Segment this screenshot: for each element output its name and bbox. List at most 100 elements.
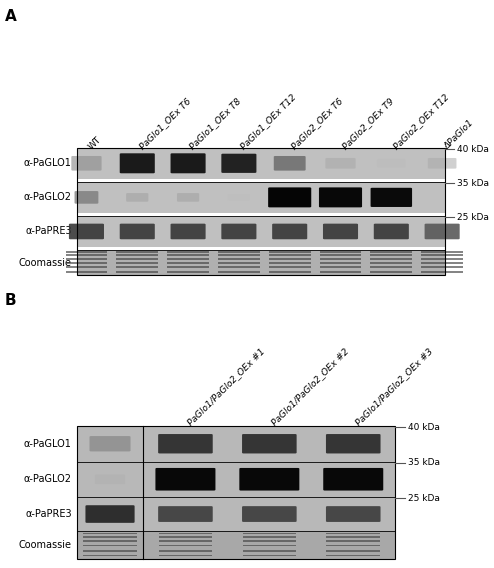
Text: PaGlo2_OEx T9: PaGlo2_OEx T9 bbox=[340, 97, 395, 151]
FancyBboxPatch shape bbox=[95, 474, 125, 484]
Bar bbox=[77, 148, 445, 179]
Bar bbox=[66, 254, 107, 256]
FancyBboxPatch shape bbox=[242, 434, 296, 453]
Bar bbox=[218, 254, 260, 256]
Bar bbox=[327, 533, 380, 534]
Bar bbox=[243, 536, 296, 538]
Bar bbox=[243, 545, 296, 546]
Bar bbox=[269, 262, 311, 264]
FancyBboxPatch shape bbox=[69, 224, 104, 239]
Bar bbox=[243, 533, 296, 534]
FancyBboxPatch shape bbox=[326, 434, 380, 453]
Text: α-PaPRE3: α-PaPRE3 bbox=[25, 227, 72, 236]
Bar bbox=[83, 536, 137, 538]
Bar bbox=[117, 254, 158, 256]
Bar bbox=[159, 554, 212, 557]
Bar bbox=[77, 426, 395, 559]
Bar bbox=[77, 250, 445, 275]
Text: PaGlo1_OEx T6: PaGlo1_OEx T6 bbox=[137, 97, 192, 151]
Bar bbox=[159, 550, 212, 552]
Bar bbox=[117, 258, 158, 260]
Text: 40 kDa: 40 kDa bbox=[457, 145, 489, 153]
Bar bbox=[243, 554, 296, 557]
FancyBboxPatch shape bbox=[323, 224, 358, 239]
Text: PaGlo1/PaGlo2_OEx #1: PaGlo1/PaGlo2_OEx #1 bbox=[185, 346, 266, 427]
Bar bbox=[320, 251, 361, 253]
Bar bbox=[77, 216, 445, 247]
Bar bbox=[320, 266, 361, 269]
Bar bbox=[421, 251, 463, 253]
Bar bbox=[218, 258, 260, 260]
FancyBboxPatch shape bbox=[428, 158, 456, 169]
Bar bbox=[66, 258, 107, 260]
FancyBboxPatch shape bbox=[75, 191, 98, 204]
Bar bbox=[83, 545, 137, 546]
FancyBboxPatch shape bbox=[170, 153, 206, 173]
Bar bbox=[77, 531, 395, 559]
FancyBboxPatch shape bbox=[85, 506, 134, 523]
Text: PaGlo1_OEx T8: PaGlo1_OEx T8 bbox=[188, 97, 243, 151]
Bar bbox=[320, 254, 361, 256]
Bar bbox=[117, 262, 158, 264]
FancyBboxPatch shape bbox=[228, 194, 250, 201]
Text: 35 kDa: 35 kDa bbox=[457, 179, 489, 187]
Bar bbox=[421, 258, 463, 260]
Bar bbox=[77, 426, 395, 461]
Bar bbox=[66, 251, 107, 253]
Bar bbox=[243, 550, 296, 552]
Bar bbox=[159, 533, 212, 534]
Bar bbox=[159, 545, 212, 546]
Bar bbox=[77, 148, 445, 275]
FancyBboxPatch shape bbox=[272, 224, 307, 239]
Bar bbox=[117, 271, 158, 273]
FancyBboxPatch shape bbox=[221, 154, 256, 173]
Bar bbox=[327, 550, 380, 552]
Text: α-PaGLO2: α-PaGLO2 bbox=[24, 474, 72, 485]
FancyBboxPatch shape bbox=[221, 224, 256, 239]
Text: 35 kDa: 35 kDa bbox=[408, 458, 440, 467]
Bar bbox=[327, 554, 380, 557]
FancyBboxPatch shape bbox=[239, 468, 299, 491]
FancyBboxPatch shape bbox=[326, 158, 356, 169]
Text: α-PaGLO1: α-PaGLO1 bbox=[24, 158, 72, 168]
Bar bbox=[167, 262, 209, 264]
FancyBboxPatch shape bbox=[242, 506, 296, 522]
Bar bbox=[243, 541, 296, 542]
Text: Coomassie: Coomassie bbox=[19, 540, 72, 550]
Bar bbox=[320, 271, 361, 273]
Bar bbox=[370, 258, 412, 260]
Bar bbox=[218, 266, 260, 269]
Bar bbox=[421, 262, 463, 264]
Text: WT: WT bbox=[86, 135, 103, 151]
Bar bbox=[83, 554, 137, 557]
Bar bbox=[370, 271, 412, 273]
FancyBboxPatch shape bbox=[120, 224, 155, 239]
Bar bbox=[66, 266, 107, 269]
Bar bbox=[327, 545, 380, 546]
Text: A: A bbox=[5, 9, 17, 23]
FancyBboxPatch shape bbox=[177, 193, 199, 202]
Bar bbox=[421, 254, 463, 256]
Bar bbox=[83, 550, 137, 552]
Bar bbox=[421, 271, 463, 273]
FancyBboxPatch shape bbox=[126, 193, 148, 202]
Bar bbox=[167, 266, 209, 269]
Bar bbox=[370, 266, 412, 269]
Text: Coomassie: Coomassie bbox=[19, 258, 72, 268]
Bar bbox=[218, 271, 260, 273]
Bar bbox=[117, 266, 158, 269]
FancyBboxPatch shape bbox=[89, 436, 130, 452]
Text: 25 kDa: 25 kDa bbox=[408, 494, 440, 503]
Bar bbox=[218, 262, 260, 264]
Bar bbox=[320, 262, 361, 264]
Bar bbox=[167, 271, 209, 273]
FancyBboxPatch shape bbox=[158, 506, 213, 522]
FancyBboxPatch shape bbox=[323, 468, 383, 491]
Text: PaGlo1/PaGlo2_OEx #3: PaGlo1/PaGlo2_OEx #3 bbox=[353, 346, 434, 427]
Bar bbox=[269, 271, 311, 273]
Bar bbox=[269, 266, 311, 269]
Text: 40 kDa: 40 kDa bbox=[408, 423, 440, 432]
FancyBboxPatch shape bbox=[374, 224, 409, 239]
Bar bbox=[167, 258, 209, 260]
Text: PaGlo1/PaGlo2_OEx #2: PaGlo1/PaGlo2_OEx #2 bbox=[269, 346, 350, 427]
